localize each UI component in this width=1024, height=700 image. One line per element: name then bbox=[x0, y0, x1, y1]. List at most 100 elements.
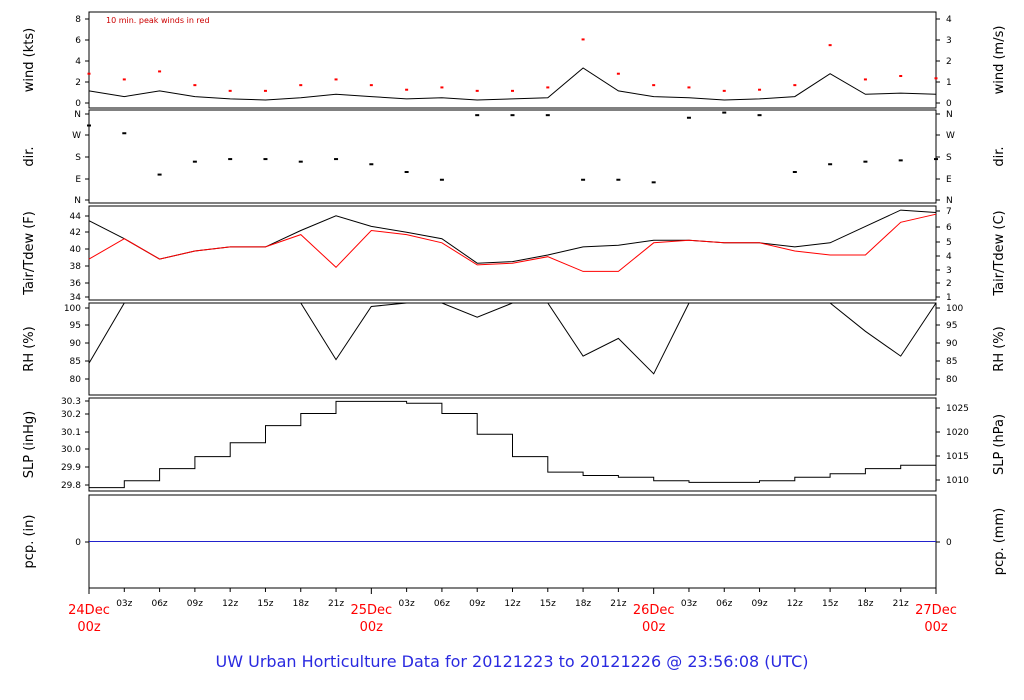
peak-wind-point bbox=[511, 89, 514, 92]
peak-wind-point bbox=[440, 86, 444, 89]
ylabel-left-slp: SLP (inHg) bbox=[22, 411, 37, 479]
right-tick-label-dir: W bbox=[946, 131, 955, 141]
x-tick-label: 09z bbox=[469, 599, 485, 609]
right-tick-label-dir: E bbox=[946, 175, 952, 185]
right-tick-label-rh: 90 bbox=[946, 339, 958, 349]
peak-winds-note: 10 min. peak winds in red bbox=[106, 16, 210, 25]
left-tick-label-wind: 2 bbox=[75, 78, 81, 88]
footer-title: UW Urban Horticulture Data for 20121223 … bbox=[216, 652, 809, 671]
left-tick-label-rh: 95 bbox=[70, 321, 81, 331]
date-label-day: 24Dec bbox=[68, 603, 110, 618]
panel-wind: 0 2 4 6 8 0 1 2 3 4 wind (kts) wind (m/s) 10 min. pe… bbox=[22, 11, 1007, 109]
left-tick-label-slp: 30.0 bbox=[61, 445, 81, 455]
peak-wind-point bbox=[122, 78, 126, 81]
data-point-dir bbox=[439, 178, 444, 181]
data-point-dir bbox=[404, 171, 409, 173]
left-tick-label-slp: 30.1 bbox=[61, 428, 81, 438]
ylabel-left-dir: dir. bbox=[22, 146, 37, 166]
x-tick-label: 03z bbox=[681, 599, 697, 609]
right-tick-label-wind: 1 bbox=[946, 78, 952, 88]
series-wind-1 bbox=[87, 38, 938, 92]
data-point-dir bbox=[651, 181, 656, 184]
right-tick-label-dir: N bbox=[946, 196, 953, 206]
data-point-dir bbox=[581, 178, 586, 181]
series-slp-0 bbox=[89, 400, 937, 489]
series-line-temp bbox=[88, 213, 937, 272]
x-axis: 03z 06z 09z 12z 15z 18z 21z 03z 06z 09z 12z 15z 18z 2… bbox=[68, 588, 957, 635]
data-point-dir bbox=[828, 163, 833, 166]
series-rh-0 bbox=[88, 302, 937, 375]
left-tick-label-dir: N bbox=[74, 110, 81, 120]
data-point-dir bbox=[192, 160, 197, 163]
right-tick-label-slp: 1015 bbox=[946, 452, 969, 462]
x-tick-label: 18z bbox=[575, 599, 591, 609]
right-tick-label-rh: 100 bbox=[946, 304, 963, 314]
data-point-dir bbox=[122, 132, 127, 135]
ylabel-right-dir: dir. bbox=[992, 146, 1007, 166]
left-tick-label-slp: 29.8 bbox=[61, 481, 81, 491]
data-point-dir bbox=[934, 158, 938, 161]
x-tick-label: 18z bbox=[293, 599, 309, 609]
peak-wind-point bbox=[158, 70, 162, 73]
right-tick-label-temp: 6 bbox=[946, 223, 952, 233]
x-tick-label: 06z bbox=[716, 599, 732, 609]
panel-pcp: 0 0 pcp. (in) pcp. (mm) bbox=[22, 494, 1007, 589]
series-wind-0 bbox=[88, 67, 937, 101]
left-tick-label-wind: 4 bbox=[75, 57, 81, 67]
x-tick-label: 12z bbox=[787, 599, 803, 609]
data-point-dir bbox=[757, 114, 762, 117]
left-tick-label-temp: 38 bbox=[70, 262, 82, 272]
left-tick-label-rh: 90 bbox=[70, 339, 82, 349]
peak-wind-point bbox=[581, 38, 585, 41]
x-tick-label: 12z bbox=[504, 599, 520, 609]
left-tick-label-wind: 8 bbox=[75, 15, 81, 25]
series-line-wind bbox=[88, 67, 937, 101]
series-temp-1 bbox=[88, 213, 937, 272]
left-tick-label-temp: 36 bbox=[70, 279, 82, 289]
data-point-dir bbox=[475, 114, 480, 117]
right-tick-label-wind: 4 bbox=[946, 15, 952, 25]
series-line-slp bbox=[89, 400, 937, 489]
panel-frame-rh bbox=[88, 302, 937, 396]
right-tick-label-temp: 5 bbox=[946, 238, 952, 248]
ylabel-right-slp: SLP (hPa) bbox=[992, 414, 1007, 475]
peak-wind-point bbox=[863, 78, 867, 81]
date-label-hour: 00z bbox=[360, 620, 384, 635]
series-line-rh bbox=[88, 302, 937, 375]
panel-frame-slp bbox=[88, 397, 937, 492]
peak-wind-point bbox=[405, 88, 409, 91]
x-tick-label: 09z bbox=[751, 599, 767, 609]
peak-wind-point bbox=[652, 84, 656, 87]
data-point-dir bbox=[898, 159, 903, 162]
data-point-dir bbox=[686, 116, 691, 119]
x-tick-label: 21z bbox=[328, 599, 344, 609]
peak-wind-point bbox=[87, 72, 91, 75]
x-tick-label: 03z bbox=[399, 599, 415, 609]
left-tick-label-dir: E bbox=[75, 175, 81, 185]
peak-wind-point bbox=[475, 89, 479, 92]
right-tick-label-wind: 0 bbox=[946, 99, 952, 109]
right-tick-label-temp: 3 bbox=[946, 266, 952, 276]
date-label-hour: 00z bbox=[77, 620, 101, 635]
right-tick-label-pcp: 0 bbox=[946, 538, 952, 548]
peak-wind-point bbox=[934, 77, 938, 80]
data-point-dir bbox=[369, 163, 374, 166]
right-tick-label-temp: 4 bbox=[946, 252, 952, 262]
x-tick-label: 21z bbox=[893, 599, 909, 609]
peak-wind-point bbox=[722, 89, 726, 92]
peak-wind-point bbox=[228, 89, 232, 92]
data-point-dir bbox=[510, 114, 515, 117]
left-tick-label-dir: S bbox=[75, 153, 81, 163]
ylabel-right-temp: Tair/Tdew (C) bbox=[992, 210, 1007, 296]
data-point-dir bbox=[87, 124, 91, 127]
series-temp-0 bbox=[88, 209, 937, 264]
right-tick-label-temp: 1 bbox=[946, 293, 952, 303]
ylabel-left-pcp: pcp. (in) bbox=[22, 515, 37, 569]
right-tick-label-temp: 7 bbox=[946, 207, 952, 217]
left-tick-label-temp: 42 bbox=[70, 228, 81, 238]
panel-rh: 80 85 90 95 100 80 85 90 95 100 RH (%) RH (%) bbox=[22, 302, 1007, 396]
right-tick-label-slp: 1025 bbox=[946, 404, 969, 414]
